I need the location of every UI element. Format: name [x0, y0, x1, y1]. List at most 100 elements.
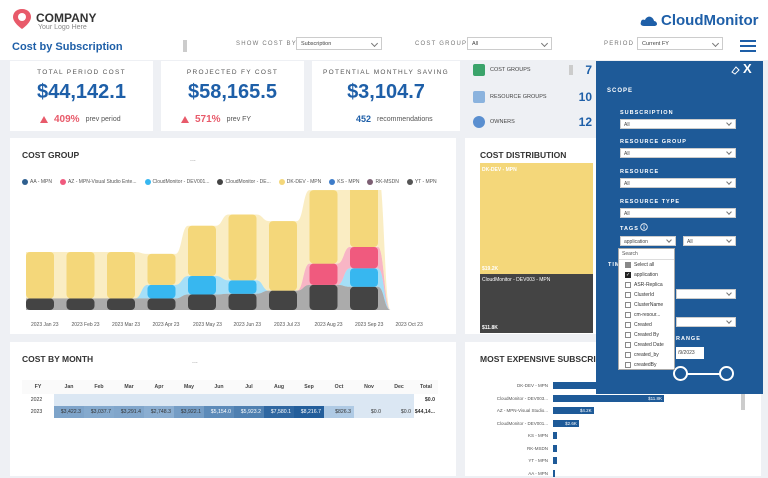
- checkbox-icon[interactable]: [625, 332, 631, 338]
- menu-icon[interactable]: [740, 40, 756, 55]
- stat-resource-groups[interactable]: RESOURCE GROUPS 10: [470, 86, 596, 108]
- period-select[interactable]: Current FY: [637, 37, 723, 50]
- series-segment[interactable]: [147, 284, 176, 299]
- treemap-block-dk-dev[interactable]: DK-DEV - MPN $19.2K: [480, 163, 593, 274]
- column-header[interactable]: FY: [22, 380, 54, 394]
- column-header[interactable]: Feb: [84, 380, 114, 394]
- legend-item[interactable]: AA - MPN: [22, 179, 52, 185]
- dropdown-option[interactable]: Created: [619, 320, 674, 330]
- series-segment[interactable]: [107, 298, 135, 310]
- column-header[interactable]: Aug: [264, 380, 294, 394]
- column-header[interactable]: Mar: [114, 380, 144, 394]
- stat-owners[interactable]: OWNERS 12: [470, 111, 596, 133]
- slider-handle-start[interactable]: [673, 366, 688, 381]
- dropdown-option[interactable]: Select all: [619, 260, 674, 270]
- checkbox-icon[interactable]: [625, 352, 631, 358]
- resource-group-select[interactable]: All: [620, 148, 736, 158]
- series-segment[interactable]: [107, 252, 135, 299]
- series-segment[interactable]: [26, 298, 54, 310]
- expense-bar[interactable]: $2.6K: [553, 419, 579, 427]
- column-header[interactable]: Apr: [144, 380, 174, 394]
- column-header[interactable]: Nov: [354, 380, 384, 394]
- stat-cost-groups[interactable]: COST GROUPS 7: [470, 59, 596, 81]
- series-segment[interactable]: [350, 286, 378, 310]
- checkbox-icon[interactable]: [625, 362, 631, 368]
- column-header[interactable]: Jan: [54, 380, 84, 394]
- column-header[interactable]: Oct: [324, 380, 354, 394]
- series-segment[interactable]: [188, 294, 216, 310]
- dropdown-option[interactable]: ✓ application: [619, 270, 674, 280]
- table-row[interactable]: 2023 $3,422.3 $3,037.7 $3,291.4 $2,748.3 $3,9…: [22, 406, 438, 418]
- series-segment[interactable]: [66, 298, 95, 310]
- tag-key-select[interactable]: application: [620, 236, 676, 246]
- close-icon[interactable]: X: [743, 61, 752, 76]
- series-segment[interactable]: [26, 252, 54, 299]
- date-input[interactable]: /9/2023: [676, 347, 704, 359]
- resource-type-select[interactable]: All: [620, 208, 736, 218]
- legend-item[interactable]: DK-DEV - MPN: [278, 179, 321, 185]
- series-segment[interactable]: [350, 268, 378, 287]
- column-header[interactable]: Sep: [294, 380, 324, 394]
- expense-bar[interactable]: $4.2K: [553, 407, 594, 414]
- series-segment[interactable]: [350, 190, 378, 247]
- series-segment[interactable]: [309, 263, 338, 285]
- checkbox-icon[interactable]: [625, 312, 631, 318]
- checkbox-icon[interactable]: [625, 322, 631, 328]
- time-select-2[interactable]: [676, 317, 736, 327]
- checkbox-icon[interactable]: [625, 262, 631, 268]
- eraser-icon[interactable]: [730, 65, 740, 75]
- drag-handle[interactable]: [183, 40, 187, 52]
- expense-bar[interactable]: $11.8K: [553, 394, 664, 402]
- expense-bar[interactable]: [553, 444, 557, 452]
- dropdown-option[interactable]: Created Date: [619, 340, 674, 350]
- table-row[interactable]: 2022 $0.0: [22, 394, 438, 406]
- series-segment[interactable]: [228, 214, 257, 281]
- series-ribbon[interactable]: [26, 268, 419, 310]
- series-segment[interactable]: [269, 221, 297, 291]
- dropdown-option[interactable]: cm-resour...: [619, 310, 674, 320]
- expense-bar[interactable]: [553, 432, 557, 439]
- dropdown-option[interactable]: ClusterName: [619, 300, 674, 310]
- treemap-block-cloudmonitor-dev003[interactable]: CloudMonitor - DEV003 - MPN $11.8K: [480, 274, 593, 333]
- column-header[interactable]: Dec: [384, 380, 414, 394]
- dropdown-option[interactable]: ASR-Replica: [619, 280, 674, 290]
- series-segment[interactable]: [309, 190, 338, 264]
- slider-handle-end[interactable]: [719, 366, 734, 381]
- date-range-slider[interactable]: [680, 373, 728, 375]
- legend-item[interactable]: RK-MSDN: [367, 179, 399, 185]
- series-segment[interactable]: [350, 246, 378, 269]
- expense-bar[interactable]: [553, 457, 557, 464]
- dropdown-option[interactable]: ClusterId: [619, 290, 674, 300]
- legend-item[interactable]: YT - MPN: [406, 179, 437, 185]
- legend-item[interactable]: KS - MPN: [329, 179, 359, 185]
- legend-item[interactable]: CloudMonitor - DEV001...: [144, 179, 209, 185]
- dropdown-option[interactable]: createdBy: [619, 360, 674, 369]
- show-cost-by-select[interactable]: Subscription: [296, 37, 382, 50]
- series-segment[interactable]: [188, 225, 216, 276]
- dropdown-option[interactable]: created_by: [619, 350, 674, 360]
- column-header[interactable]: Jul: [234, 380, 264, 394]
- series-segment[interactable]: [66, 252, 95, 299]
- series-segment[interactable]: [228, 280, 257, 294]
- more-options-icon[interactable]: ...: [190, 156, 196, 163]
- scrollbar[interactable]: [741, 390, 745, 410]
- column-header[interactable]: Total: [414, 380, 438, 394]
- legend-item[interactable]: CloudMonitor - DE...: [217, 179, 271, 185]
- column-header[interactable]: May: [174, 380, 204, 394]
- dropdown-search-input[interactable]: Search: [619, 249, 674, 260]
- legend-item[interactable]: AZ - MPN-Visual Studio Ente...: [59, 179, 137, 185]
- series-ribbon[interactable]: [26, 246, 419, 310]
- subscription-select[interactable]: All: [620, 119, 736, 129]
- tag-value-select[interactable]: All: [683, 236, 736, 246]
- resource-select[interactable]: All: [620, 178, 736, 188]
- cost-group-select[interactable]: All: [467, 37, 552, 50]
- checkbox-icon[interactable]: [625, 292, 631, 298]
- more-options-icon[interactable]: ...: [192, 358, 198, 365]
- checkbox-icon[interactable]: ✓: [625, 272, 631, 278]
- series-segment[interactable]: [228, 293, 257, 310]
- checkbox-icon[interactable]: [625, 282, 631, 288]
- expense-bar[interactable]: [553, 469, 555, 477]
- series-segment[interactable]: [147, 253, 176, 285]
- column-header[interactable]: Jun: [204, 380, 234, 394]
- checkbox-icon[interactable]: [625, 302, 631, 308]
